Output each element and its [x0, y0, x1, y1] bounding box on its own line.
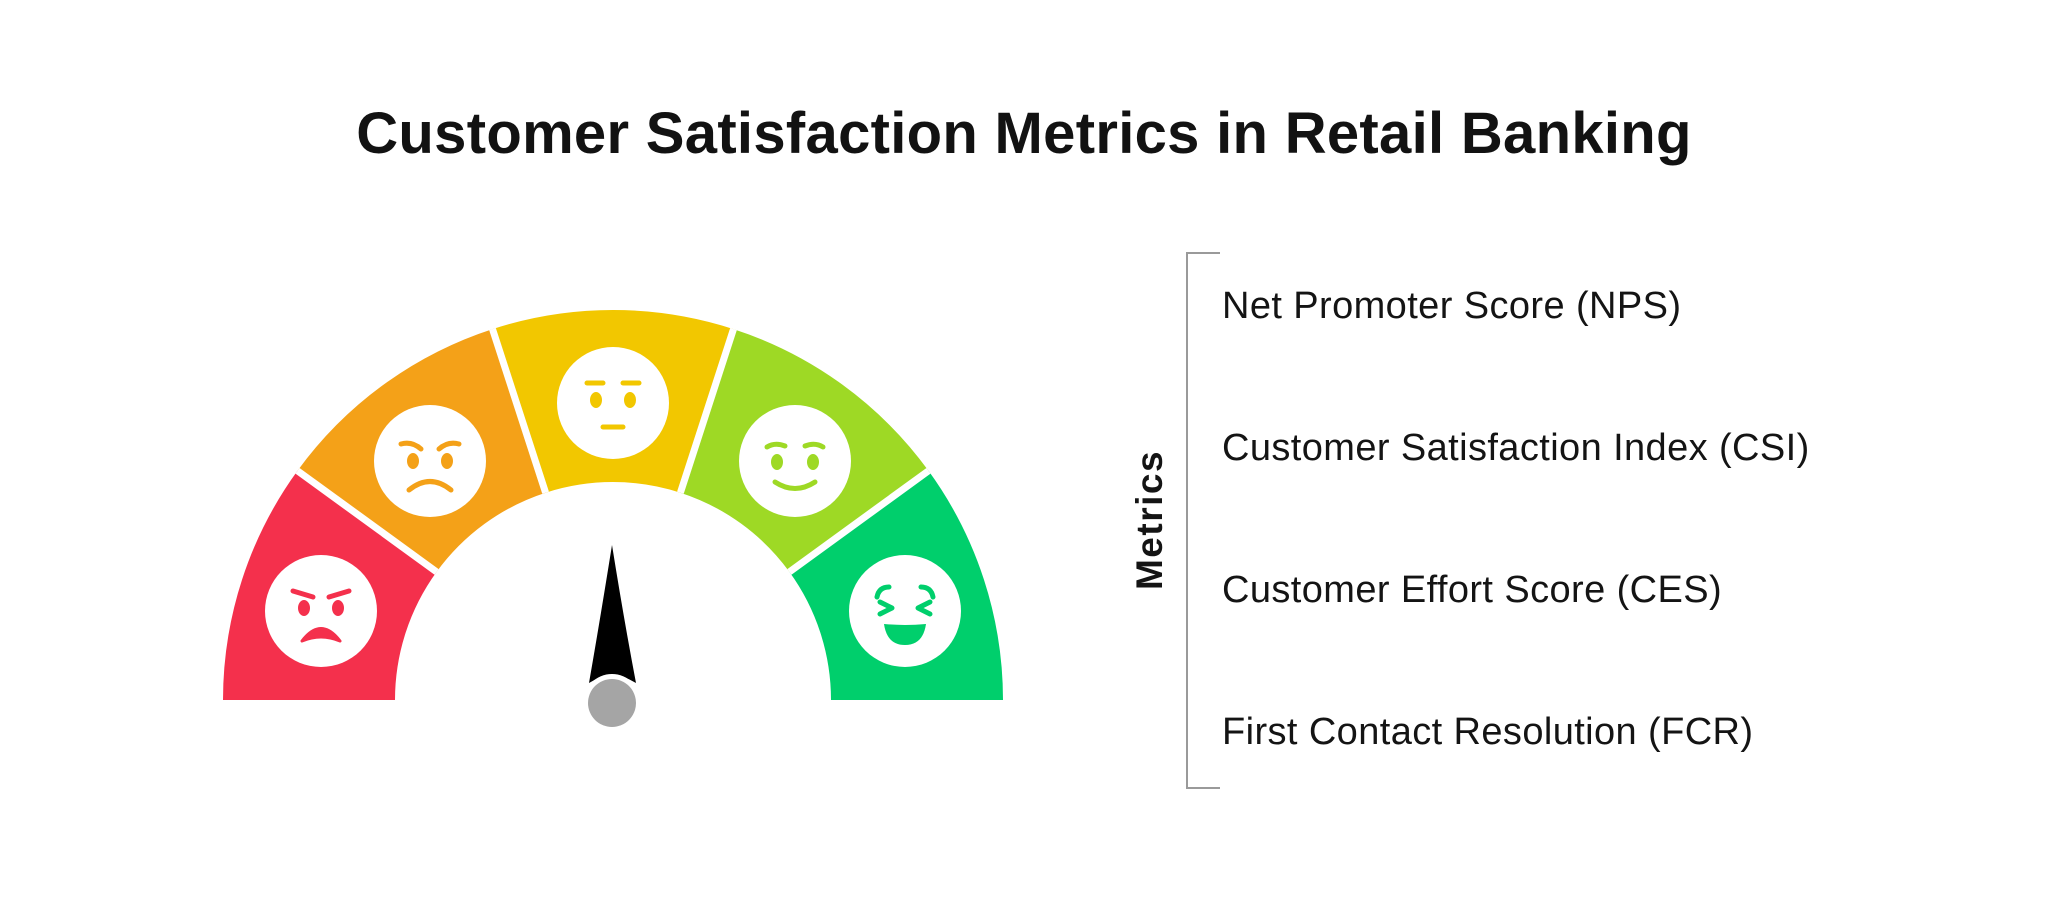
metrics-axis-label-text: Metrics: [1129, 449, 1170, 591]
metric-item-ces: Customer Effort Score (CES): [1222, 569, 1723, 611]
laughing-face-icon: [849, 555, 961, 667]
metric-item-csi: Customer Satisfaction Index (CSI): [1222, 427, 1810, 469]
angry-face-icon: [265, 555, 377, 667]
metric-item-fcr: First Contact Resolution (FCR): [1222, 711, 1754, 753]
needle-pointer-icon: [589, 545, 636, 683]
metric-item-nps: Net Promoter Score (NPS): [1222, 285, 1682, 327]
satisfaction-gauge: [223, 310, 1003, 732]
page-title: Customer Satisfaction Metrics in Retail …: [356, 101, 1692, 166]
frowning-face-icon: [374, 405, 486, 517]
neutral-face-icon: [557, 347, 669, 459]
needle-pivot: [588, 679, 636, 727]
smiling-face-icon: [739, 405, 851, 517]
gauge-needle: [583, 545, 641, 732]
metrics-bracket: [1186, 252, 1220, 789]
